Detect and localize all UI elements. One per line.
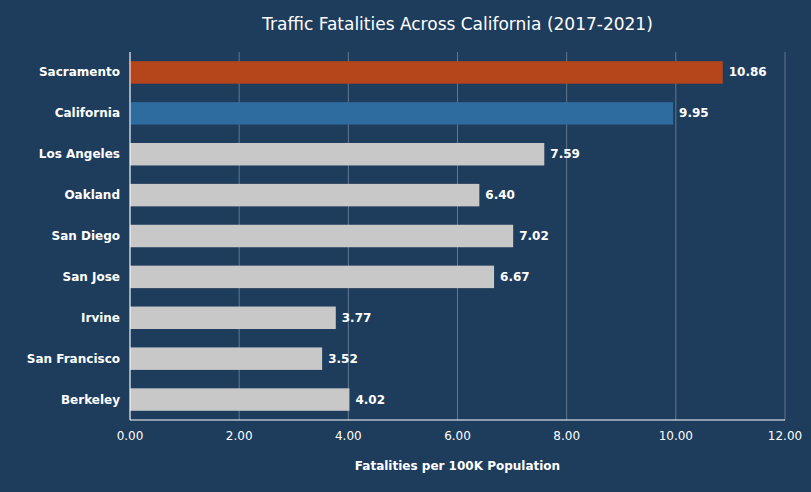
data-label: 6.40 <box>485 188 515 202</box>
category-label: San Diego <box>51 229 120 243</box>
x-axis-line <box>130 420 785 421</box>
category-label: Irvine <box>81 311 120 325</box>
bar <box>130 307 336 329</box>
data-label: 3.52 <box>328 352 358 366</box>
category-label: California <box>55 106 120 120</box>
data-label: 7.59 <box>550 147 580 161</box>
data-label: 6.67 <box>500 270 530 284</box>
x-tick-label: 8.00 <box>553 429 580 443</box>
x-tick-label: 2.00 <box>226 429 253 443</box>
category-label: San Francisco <box>27 352 120 366</box>
chart-title: Traffic Fatalities Across California (20… <box>261 14 653 34</box>
category-label: San Jose <box>63 270 120 284</box>
y-axis-line <box>130 52 131 420</box>
x-axis-label: Fatalities per 100K Population <box>355 459 560 473</box>
bar <box>130 347 322 369</box>
x-tick-label: 6.00 <box>444 429 471 443</box>
bar <box>130 388 349 410</box>
data-label: 7.02 <box>519 229 549 243</box>
data-label: 4.02 <box>355 393 385 407</box>
data-label: 9.95 <box>679 106 709 120</box>
data-labels: 10.86 9.95 7.59 6.40 7.02 6.67 3.77 3.52 4.02 <box>328 65 767 406</box>
x-tick-label: 12.00 <box>768 429 802 443</box>
bar <box>130 225 513 247</box>
bar <box>130 266 494 288</box>
grid-line <box>130 52 131 420</box>
grid-line <box>785 52 786 420</box>
bar <box>130 102 673 124</box>
category-label: Berkeley <box>61 393 120 407</box>
category-label: Sacramento <box>39 65 120 79</box>
x-tick-label: 0.00 <box>117 429 144 443</box>
grid <box>130 52 785 420</box>
category-label: Oakland <box>64 188 120 202</box>
chart-container: Traffic Fatalities Across California (20… <box>0 0 811 492</box>
bar <box>130 184 479 206</box>
data-label: 3.77 <box>342 311 372 325</box>
category-label: Los Angeles <box>39 147 120 161</box>
data-label: 10.86 <box>729 65 767 79</box>
grid-line <box>675 52 676 420</box>
chart-svg: Traffic Fatalities Across California (20… <box>0 0 811 492</box>
bars <box>130 61 723 411</box>
x-tick-label: 4.00 <box>335 429 362 443</box>
bar <box>130 143 544 165</box>
x-tick-label: 10.00 <box>659 429 693 443</box>
bar <box>130 61 723 83</box>
